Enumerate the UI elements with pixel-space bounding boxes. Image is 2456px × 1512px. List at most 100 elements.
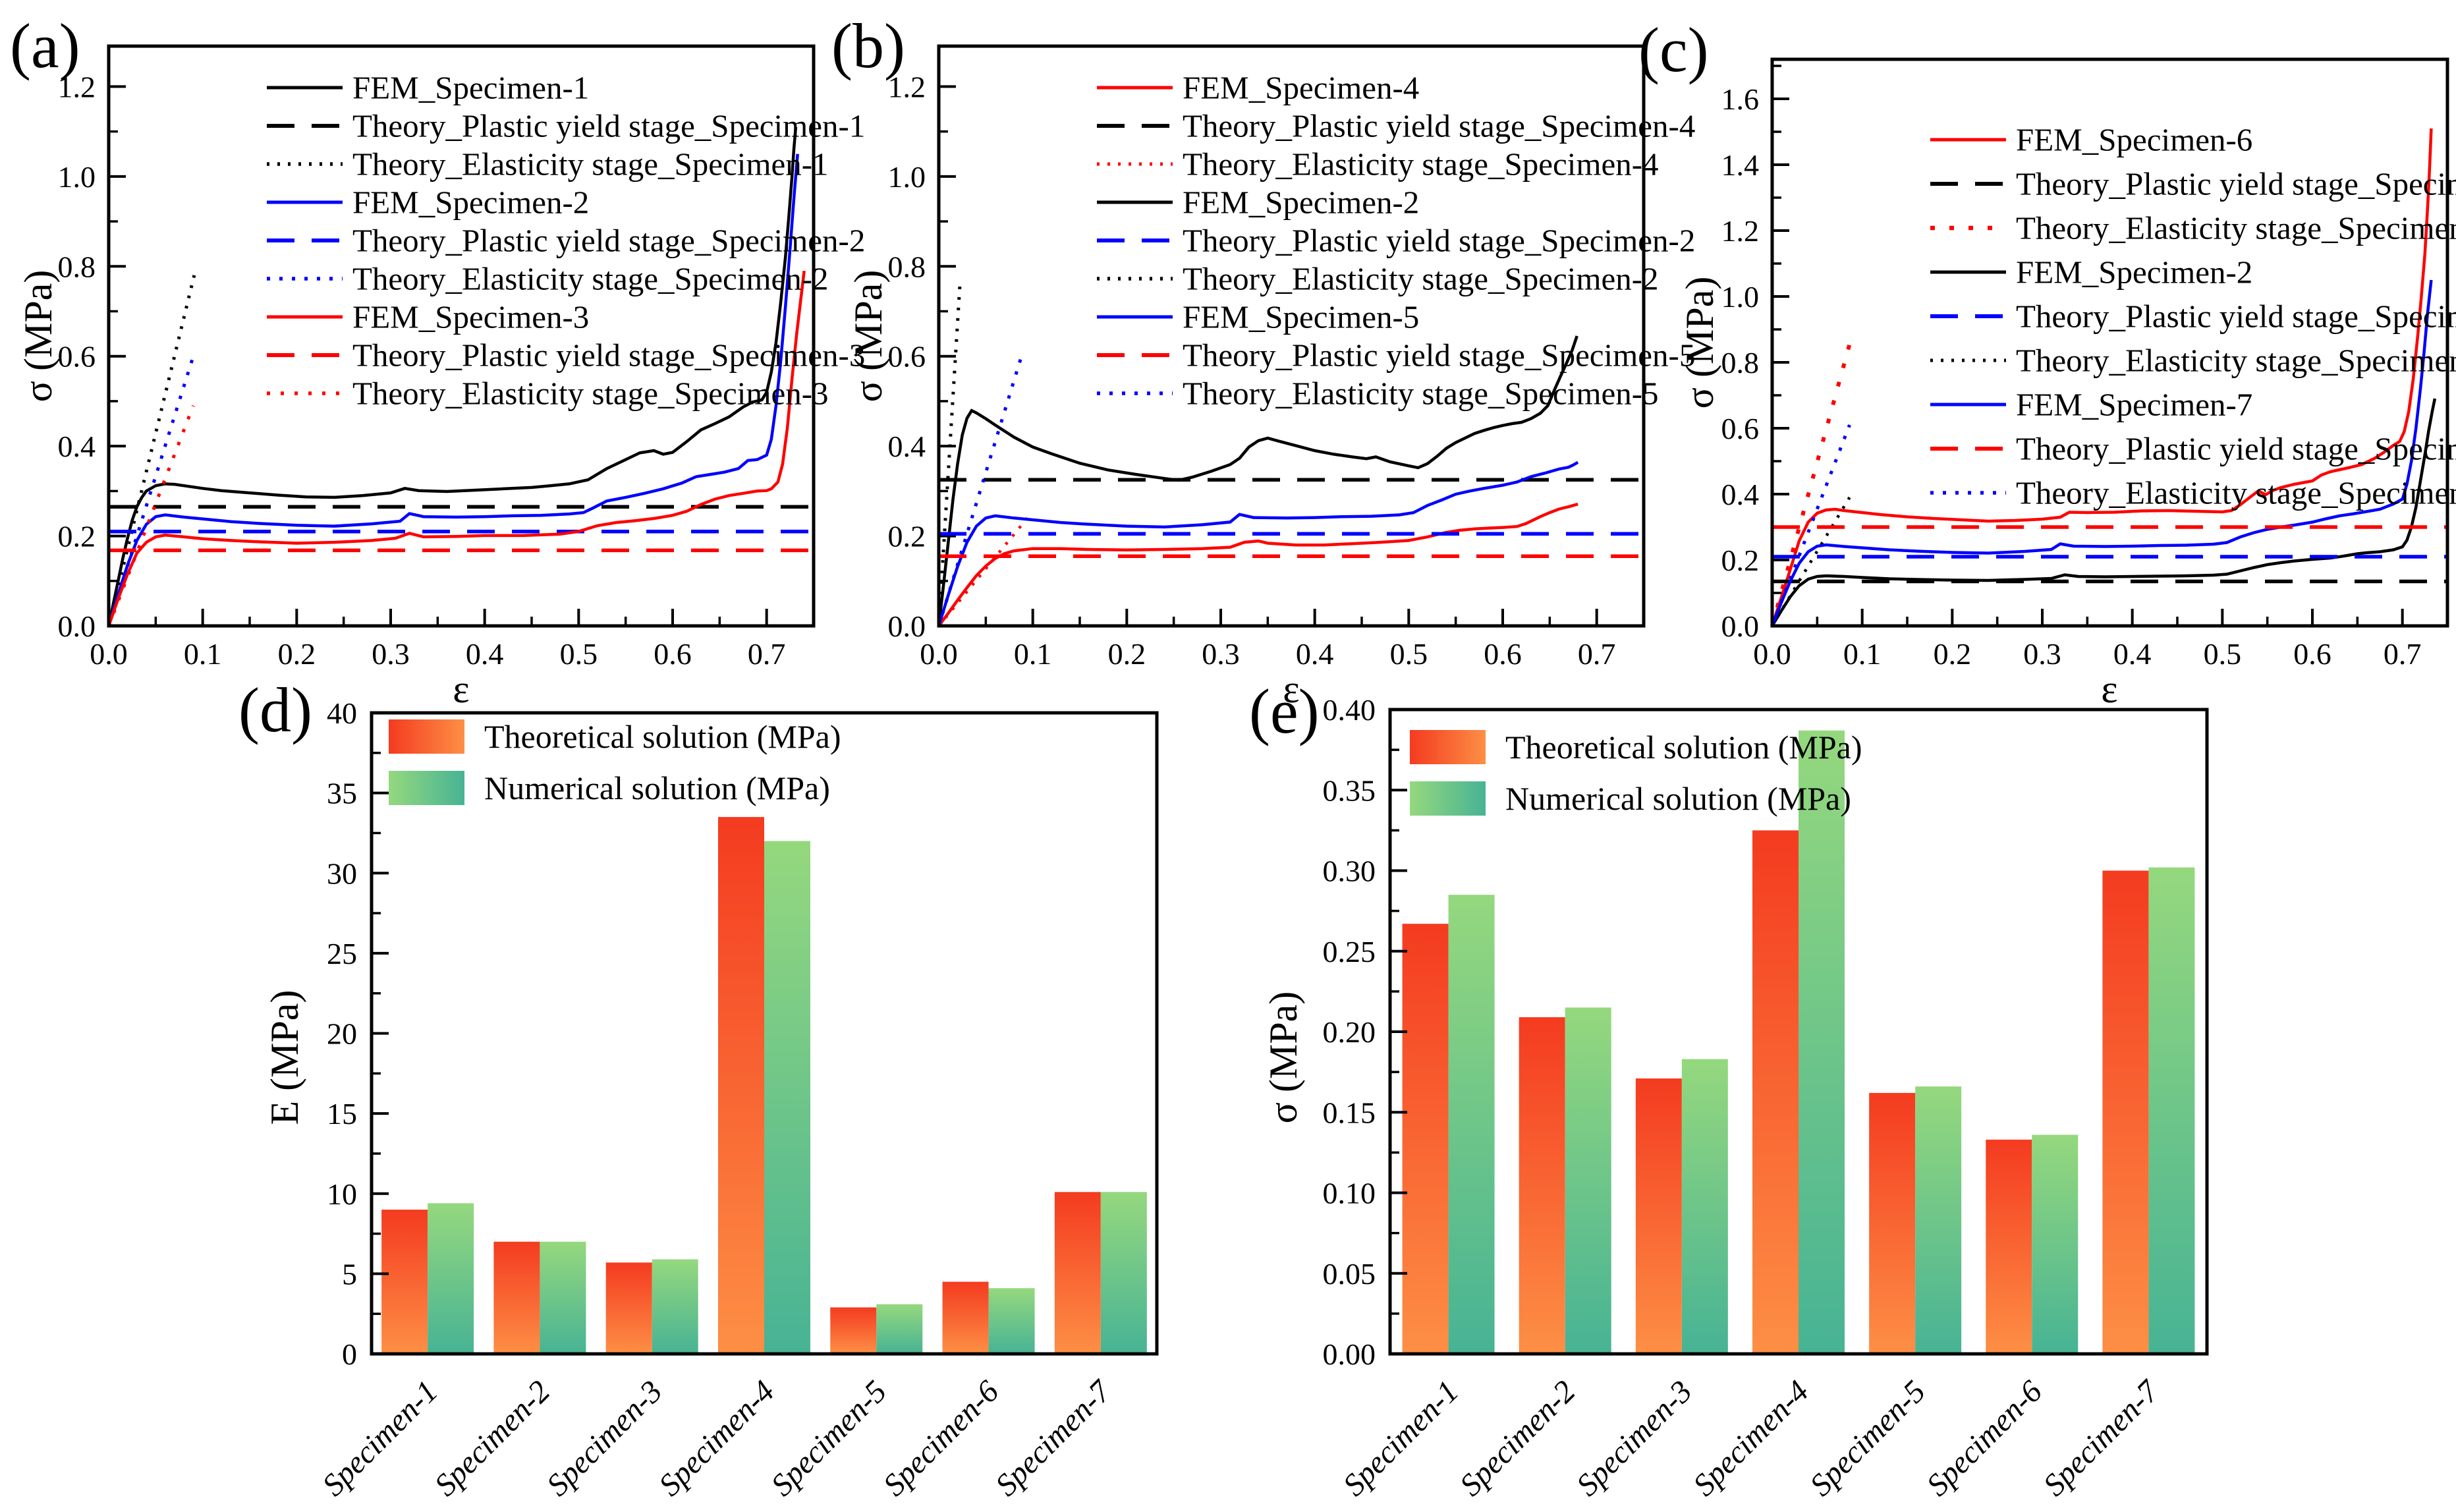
legend-entry-label: Theory_Elasticity stage_Specimen-7: [2016, 475, 2456, 511]
bar-specimen-1-theoretical: [1402, 924, 1449, 1354]
y-tick-label: 0.2: [888, 520, 926, 553]
series-fem-specimen-2: [937, 335, 1578, 627]
panel-letter: (e): [1249, 676, 1320, 746]
bar-specimen-2-numerical: [540, 1241, 586, 1354]
legend-entry-label: Theory_Elasticity stage_Specimen-1: [352, 146, 829, 182]
series-fem-specimen-4: [937, 502, 1578, 627]
panel-letter: (b): [831, 11, 905, 81]
y-axis-title: σ (MPa): [1262, 992, 1305, 1124]
bar-specimen-4-theoretical: [1752, 830, 1799, 1354]
bar-specimen-4-numerical: [764, 841, 810, 1354]
category-label: Specimen-2: [428, 1374, 557, 1503]
bar-specimen-6-numerical: [2032, 1134, 2079, 1354]
legend-entry-label: FEM_Specimen-5: [1183, 299, 1419, 335]
legend-entry: Theory_Elasticity stage_Specimen-4: [1097, 146, 1659, 182]
legend-entry-label: Theory_Plastic yield stage_Specimen-1: [352, 108, 865, 144]
y-tick-label: 0.8: [1721, 346, 1760, 379]
x-tick-label: 0.3: [372, 637, 410, 671]
y-tick-label: 0.2: [1721, 544, 1760, 577]
y-tick-label: 30: [327, 856, 357, 890]
bar-specimen-7-theoretical: [1054, 1192, 1101, 1354]
series-fem-specimen-6: [1770, 128, 2433, 627]
y-tick-label: 0.05: [1323, 1257, 1376, 1291]
x-tick-label: 0.6: [1484, 637, 1522, 671]
category-label: Specimen-2: [1453, 1374, 1582, 1503]
category-label: Specimen-7: [2036, 1373, 2166, 1503]
plot-frame: [937, 44, 1646, 628]
y-tick-label: 1.0: [888, 160, 926, 194]
legend-entry-label: Theoretical solution (MPa): [484, 718, 841, 755]
legend-entry-label: Theory_Plastic yield stage_Specimen-3: [352, 337, 865, 374]
plot-frame: [1388, 708, 2209, 1356]
legend-entry: FEM_Specimen-4: [1097, 70, 1419, 106]
legend-entry-label: Numerical solution (MPa): [484, 770, 830, 806]
category-label: Specimen-4: [1687, 1374, 1816, 1503]
category-label: Specimen-4: [652, 1374, 781, 1503]
legend-entry: Theory_Elasticity stage_Specimen-6: [1930, 210, 2456, 246]
legend-entry-label: FEM_Specimen-2: [2016, 254, 2252, 291]
legend-entry: Theory_Plastic yield stage_Specimen-2: [1930, 298, 2456, 335]
y-axis-title: σ (MPa): [1678, 277, 1721, 409]
legend-entry: Theory_Plastic yield stage_Specimen-6: [1930, 166, 2456, 202]
plot-frame: [370, 711, 1159, 1356]
y-tick-label: 0.2: [58, 520, 96, 553]
bar-specimen-3-theoretical: [1635, 1078, 1682, 1354]
bar-specimen-2-theoretical: [493, 1241, 540, 1354]
x-tick-label: 0.0: [920, 637, 958, 671]
y-tick-label: 0.4: [888, 430, 926, 463]
x-tick-label: 0.1: [184, 637, 222, 671]
x-tick-label: 0.6: [2293, 637, 2331, 671]
legend-entry: FEM_Specimen-2: [1930, 254, 2252, 291]
y-tick-label: 1.6: [1721, 82, 1760, 116]
y-axis-title: σ (MPa): [847, 270, 890, 403]
bar-specimen-6-theoretical: [1986, 1139, 2032, 1354]
bar-specimen-4-numerical: [1799, 730, 1845, 1354]
y-tick-label: 15: [327, 1097, 357, 1131]
series-theory-elasticity-stage-specimen-4: [937, 514, 1032, 627]
x-tick-label: 0.1: [1014, 637, 1052, 671]
legend-entry-label: FEM_Specimen-7: [2016, 387, 2252, 423]
legend-entry-label: Theory_Plastic yield stage_Specimen-5: [1183, 337, 1695, 374]
legend-entry-label: FEM_Specimen-2: [1183, 184, 1419, 221]
panel-letter: (a): [10, 11, 80, 81]
legend-entry-label: Theory_Elasticity stage_Specimen-3: [352, 376, 829, 412]
bar-specimen-1-theoretical: [381, 1210, 428, 1354]
legend-entry-label: FEM_Specimen-4: [1183, 70, 1419, 106]
bar-specimen-3-numerical: [652, 1259, 698, 1354]
plot-frame: [1770, 57, 2449, 628]
y-tick-label: 1.2: [1721, 214, 1760, 248]
bar-specimen-3-numerical: [1681, 1059, 1728, 1354]
legend-entry-label: FEM_Specimen-1: [352, 70, 589, 106]
legend-entry: Theory_Plastic yield stage_Specimen-2: [1097, 223, 1695, 259]
legend-entry: Theory_Plastic yield stage_Specimen-1: [267, 108, 865, 144]
category-label: Specimen-1: [316, 1374, 445, 1503]
series-fem-specimen-2: [1771, 398, 2437, 627]
x-tick-label: 0.4: [1296, 637, 1334, 671]
legend-entry: Theory_Plastic yield stage_Specimen-3: [267, 337, 865, 374]
bar-specimen-7-theoretical: [2102, 870, 2149, 1354]
legend-entry: FEM_Specimen-2: [267, 184, 589, 221]
legend-entry-label: Numerical solution (MPa): [1505, 780, 1851, 817]
y-tick-label: 0.0: [1721, 609, 1760, 643]
legend-entry-label: FEM_Specimen-3: [352, 299, 589, 335]
panel-b: (b) 0.0 0.1 0.2 0.3 0.4 0.5 0.6 0.7 0.0 0.2 0.4 0.6 0…: [831, 11, 1695, 711]
bar-specimen-7-numerical: [1100, 1192, 1147, 1354]
legend-entry-label: Theory_Elasticity stage_Specimen-2: [2016, 343, 2456, 379]
x-axis-title: ε: [453, 667, 469, 711]
bar-specimen-4-theoretical: [718, 817, 764, 1354]
y-tick-label: 0.0: [888, 609, 926, 643]
y-tick-label: 10: [327, 1177, 357, 1211]
series-fem-specimen-2: [107, 154, 799, 627]
bar-specimen-5-numerical: [1915, 1086, 1962, 1354]
legend-entry: Theory_Elasticity stage_Specimen-1: [267, 146, 829, 182]
legend-entry: FEM_Specimen-1: [267, 70, 589, 106]
legend-entry: Theory_Elasticity stage_Specimen-7: [1930, 475, 2456, 511]
legend-entry-label: Theory_Plastic yield stage_Specimen-6: [2016, 166, 2456, 202]
legend-entry: Numerical solution (MPa): [1410, 780, 1851, 817]
legend-entry-label: Theory_Elasticity stage_Specimen-2: [1183, 261, 1659, 297]
y-tick-label: 0.25: [1323, 935, 1376, 968]
category-label: Specimen-1: [1337, 1374, 1466, 1503]
y-axis-title: E (MPa): [263, 990, 306, 1125]
legend-entry-label: FEM_Specimen-2: [352, 184, 589, 221]
